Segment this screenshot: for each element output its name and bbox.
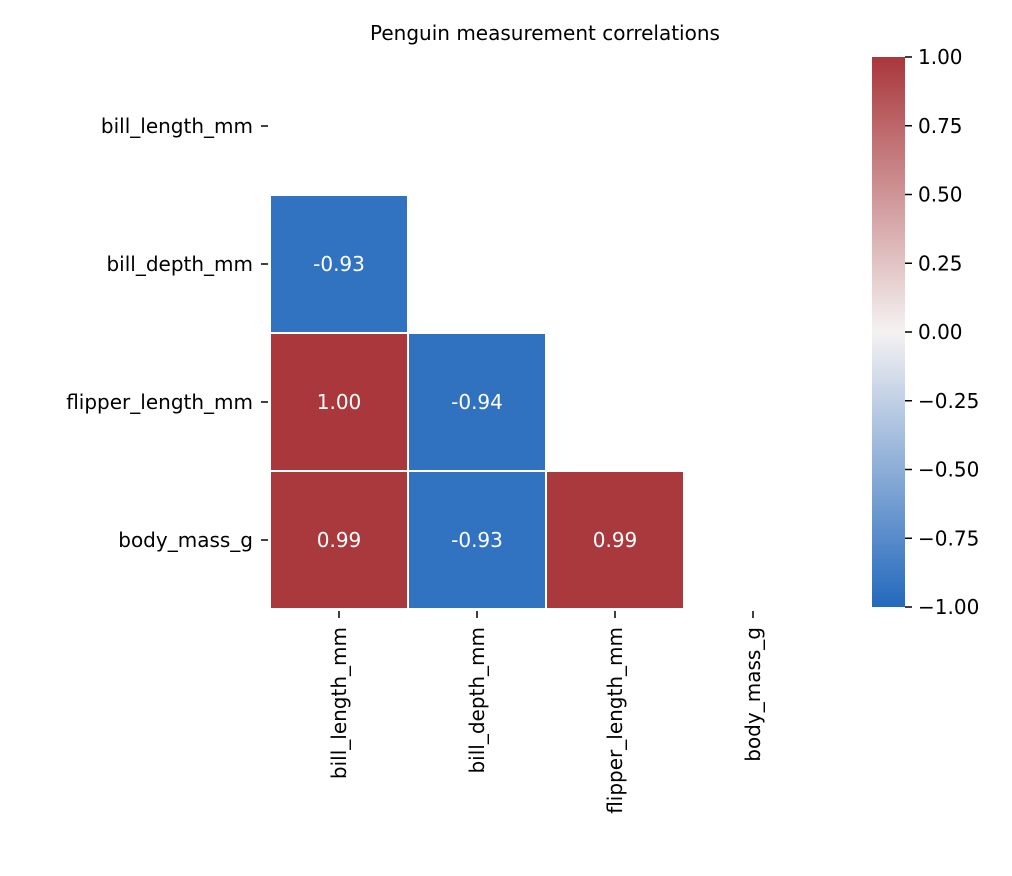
heatmap-cell xyxy=(269,194,409,334)
y-tick-label: body_mass_g xyxy=(118,528,253,552)
heatmap-cells xyxy=(269,194,685,610)
colorbar-gradient xyxy=(872,57,905,607)
colorbar-tick-label: 0.50 xyxy=(918,183,963,207)
chart-title: Penguin measurement correlations xyxy=(370,21,720,45)
x-tick-label: body_mass_g xyxy=(741,627,765,762)
y-axis: bill_length_mm bill_depth_mm flipper_lengt… xyxy=(66,114,268,552)
cell-value-label: -0.93 xyxy=(313,252,365,276)
cell-value-label: 1.00 xyxy=(317,390,362,414)
y-tick-label: flipper_length_mm xyxy=(66,390,253,414)
heatmap-cell xyxy=(407,332,547,472)
colorbar-tick-label: −0.25 xyxy=(918,389,979,413)
cell-value-label: -0.93 xyxy=(451,528,503,552)
cell-value-label: 0.99 xyxy=(593,528,638,552)
x-tick-label: bill_depth_mm xyxy=(465,627,489,774)
x-axis: bill_length_mm bill_depth_mm flipper_lengt… xyxy=(327,611,765,814)
colorbar-tick-label: −0.75 xyxy=(918,526,979,550)
colorbar: 1.00 0.75 0.50 0.25 0.00 −0.25 −0.50 −0.75 −1.00 xyxy=(872,45,979,619)
colorbar-tick-label: 0.75 xyxy=(918,114,963,138)
colorbar-tick-label: −0.50 xyxy=(918,458,979,482)
colorbar-tick-label: 0.00 xyxy=(918,320,963,344)
heatmap-cell xyxy=(269,332,409,472)
colorbar-tick-label: 1.00 xyxy=(918,45,963,69)
heatmap-value-labels: -0.93 1.00 -0.94 0.99 -0.93 0.99 xyxy=(313,252,637,552)
cell-value-label: -0.94 xyxy=(451,390,503,414)
y-tick-label: bill_length_mm xyxy=(101,114,253,138)
x-tick-label: flipper_length_mm xyxy=(603,627,627,814)
heatmap-cell xyxy=(269,470,409,610)
y-tick-label: bill_depth_mm xyxy=(106,252,253,276)
heatmap-cell xyxy=(545,470,685,610)
cell-value-label: 0.99 xyxy=(317,528,362,552)
x-tick-label: bill_length_mm xyxy=(327,627,351,779)
colorbar-tick-label: 0.25 xyxy=(918,251,963,275)
colorbar-tick-label: −1.00 xyxy=(918,595,979,619)
heatmap-cell xyxy=(407,470,547,610)
